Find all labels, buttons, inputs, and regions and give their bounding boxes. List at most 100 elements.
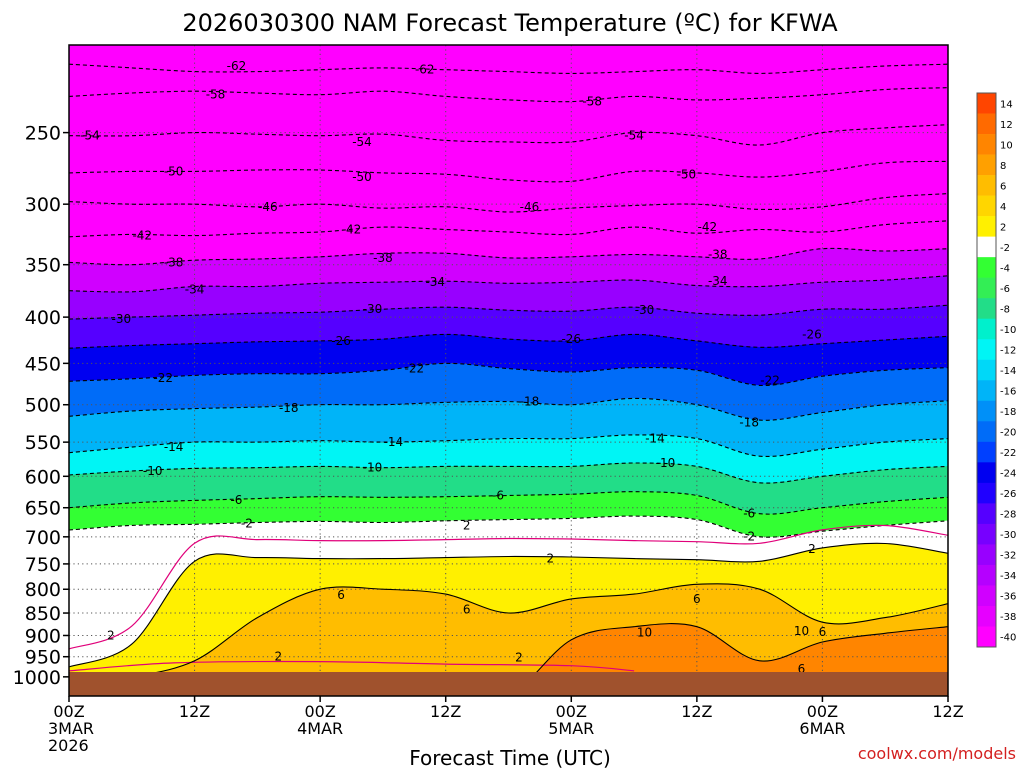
x-tick-label: 12Z — [179, 702, 210, 721]
isotherm-lines — [69, 63, 948, 696]
isotherm-line — [69, 160, 948, 183]
isotherm-line — [69, 220, 948, 238]
isotherm-label: 2 — [107, 628, 115, 642]
isotherm-line — [69, 275, 948, 293]
isotherm-label: -18 — [520, 395, 540, 409]
x-tick-label: 5MAR — [548, 719, 594, 738]
colorbar-swatch — [977, 380, 996, 402]
isotherm-label: -6 — [230, 493, 242, 507]
isotherm-label: 2 — [808, 542, 816, 556]
isotherm-label: -62 — [227, 59, 247, 73]
isotherm-label: 6 — [337, 588, 345, 602]
isotherm-label: 2 — [274, 650, 282, 664]
isotherm-label: -54 — [624, 129, 644, 143]
colorbar-label: -16 — [1000, 387, 1016, 398]
isotherm-label: -46 — [258, 200, 278, 214]
y-tick-label: 600 — [25, 466, 61, 488]
isotherm-label: -22 — [153, 371, 173, 385]
y-tick-label: 450 — [25, 353, 61, 375]
isotherm-label: 6 — [819, 625, 827, 639]
y-tick-label: 800 — [25, 579, 61, 601]
x-tick-label: 00Z — [53, 702, 84, 721]
isotherm-label: -18 — [739, 415, 759, 429]
isotherm-label: -14 — [645, 432, 665, 446]
isotherm-label: -42 — [698, 220, 718, 234]
isotherm-label: -26 — [561, 332, 581, 346]
x-tick-label: 12Z — [681, 702, 712, 721]
isotherm-label: 6 — [693, 592, 701, 606]
isotherm-label: 6 — [463, 602, 471, 616]
isotherm-line — [69, 434, 948, 458]
isotherm-line — [69, 362, 948, 386]
x-axis-label: Forecast Time (UTC) — [409, 746, 611, 768]
isotherm-line — [69, 247, 948, 266]
colorbar-label: -28 — [1000, 510, 1016, 521]
isotherm-label: 2 — [515, 651, 523, 665]
colorbar-swatch — [977, 482, 996, 504]
credit-link[interactable]: coolwx.com/models — [858, 744, 1016, 763]
colorbar-label: -22 — [1000, 448, 1016, 459]
y-tick-label: 900 — [25, 625, 61, 647]
colorbar-swatch — [977, 318, 996, 340]
y-tick-label: 850 — [25, 603, 61, 625]
isotherm-label: -54 — [352, 135, 372, 149]
ground-surface — [69, 672, 948, 696]
colorbar-label: -24 — [1000, 469, 1016, 480]
isotherm-label: -14 — [164, 440, 184, 454]
isotherm-label: -30 — [635, 303, 655, 317]
isotherm-line — [69, 397, 948, 421]
colorbar-label: -8 — [1000, 304, 1010, 315]
isotherm-label: -34 — [425, 275, 445, 289]
isotherm-label: -58 — [582, 95, 602, 109]
isotherm-line — [69, 193, 948, 213]
colorbar-label: 4 — [1000, 202, 1006, 213]
isotherm-label: -30 — [112, 312, 132, 326]
colorbar-label: -34 — [1000, 571, 1016, 582]
y-tick-label: 500 — [25, 395, 61, 417]
isotherm-label: -22 — [405, 362, 425, 376]
isotherm-labels: -62 -62-58 -58-54 -54 -54-50 -50 -50-46 -46-42-… — [80, 59, 827, 676]
isotherm-label: 2 — [463, 518, 471, 532]
isotherm-label: -26 — [802, 327, 822, 341]
isotherm-line — [69, 124, 948, 146]
isotherm-label: -30 — [363, 302, 383, 316]
isotherm-label: -50 — [677, 167, 697, 181]
isotherm-label: 10 — [794, 624, 809, 638]
isotherm-label: -10 — [656, 456, 676, 470]
colorbar-swatch — [977, 605, 996, 627]
colorbar-label: -18 — [1000, 407, 1016, 418]
isotherm-label: -34 — [185, 283, 205, 297]
isotherm-line — [69, 583, 948, 686]
plot-frame — [68, 44, 949, 697]
isotherm-line — [69, 491, 948, 515]
isotherm-label: -10 — [363, 461, 383, 475]
isotherm-label: -18 — [279, 401, 299, 415]
colorbar-swatch — [977, 421, 996, 443]
freezing-line — [69, 524, 948, 650]
y-tick-label: 750 — [25, 554, 61, 576]
colorbar-swatch — [977, 93, 996, 114]
x-tick-label: 3MAR — [48, 719, 94, 738]
isotherm-label: 6 — [798, 662, 806, 676]
temperature-fill-layers — [69, 45, 948, 696]
isotherm-label: 2 — [547, 552, 555, 566]
isotherm-line — [69, 462, 948, 484]
chart-title: 2026030300 NAM Forecast Temperature (ºC)… — [182, 9, 838, 37]
colorbar-swatch — [977, 585, 996, 607]
x-tick-label: 6MAR — [799, 719, 845, 738]
isotherm-label: -2 — [743, 529, 755, 543]
colorbar-frame — [976, 92, 997, 648]
colorbar-label: 10 — [1000, 140, 1013, 151]
colorbar-swatch — [977, 257, 996, 278]
isotherm-label: -26 — [331, 334, 351, 348]
colorbar-label: -32 — [1000, 551, 1016, 562]
isotherm-label: -54 — [80, 129, 100, 143]
x-tick-label: 12Z — [430, 702, 461, 721]
colorbar-swatch — [977, 195, 996, 217]
colorbar-label: -10 — [1000, 325, 1016, 336]
colorbar-swatch — [977, 298, 996, 320]
colorbar-swatch — [977, 626, 996, 648]
colorbar-label: -14 — [1000, 366, 1016, 377]
colorbar-swatch — [977, 175, 996, 196]
